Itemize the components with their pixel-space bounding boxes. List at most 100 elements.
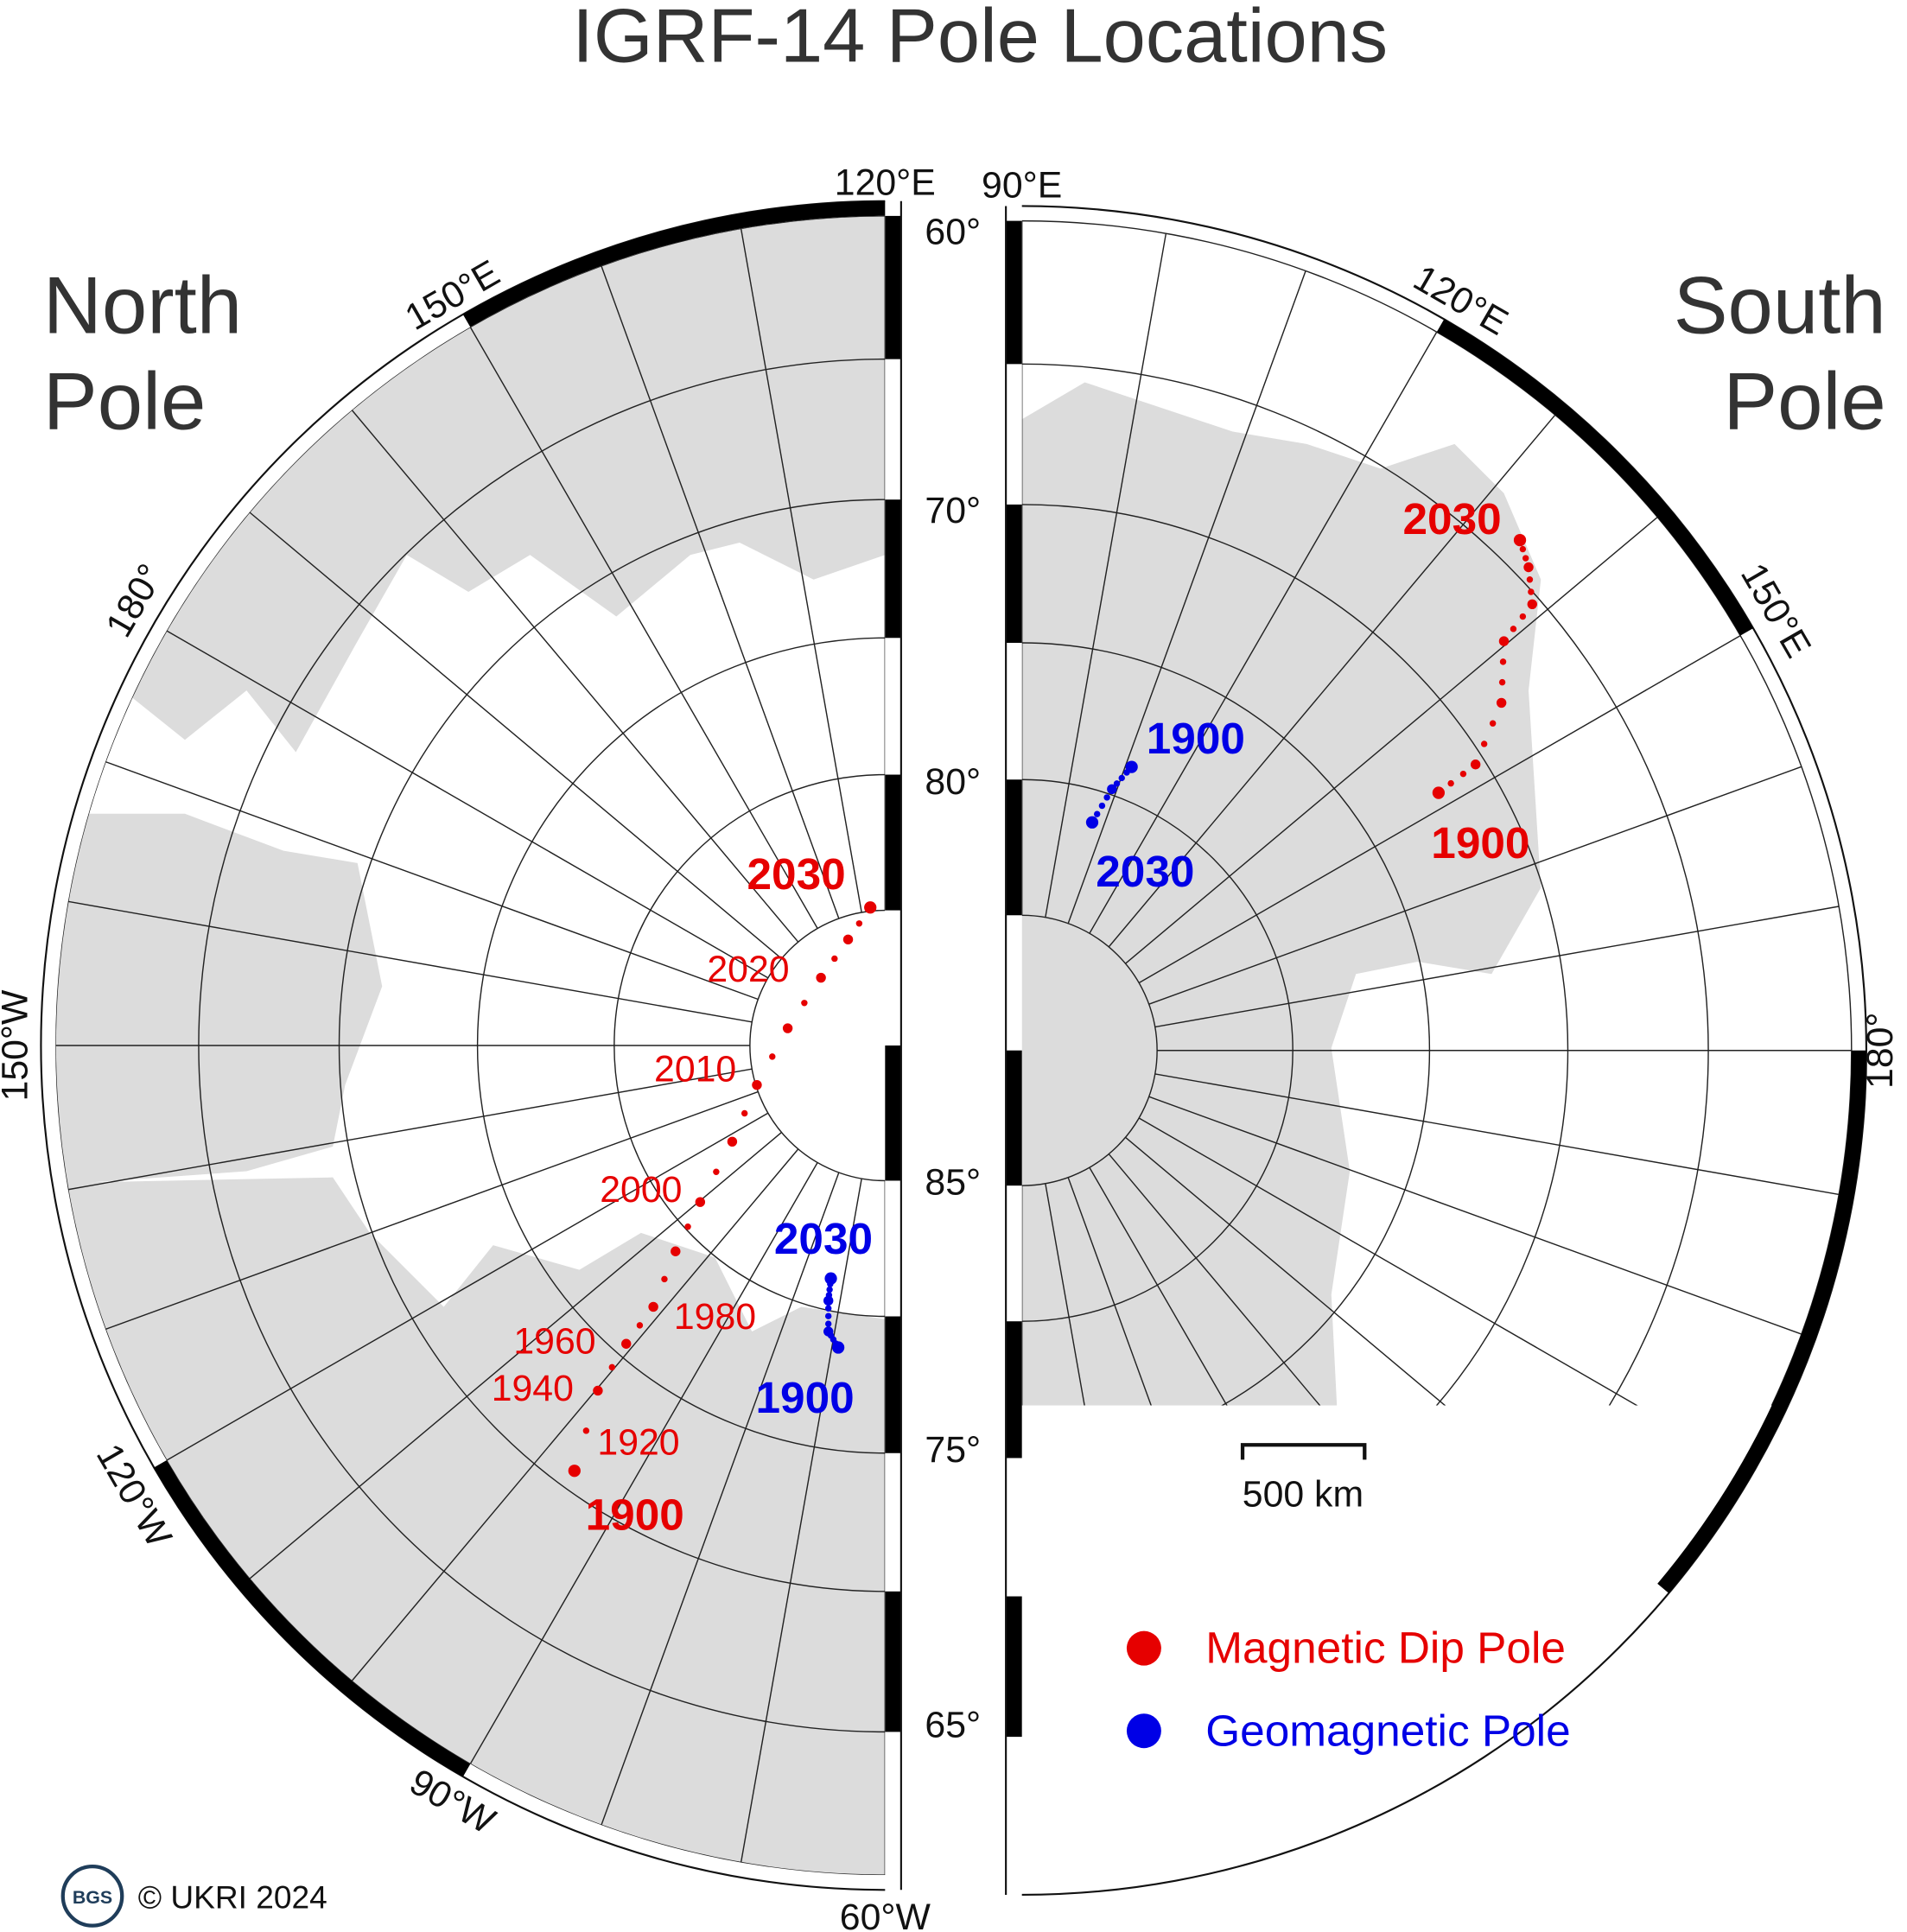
- longitude-label: 180°: [98, 557, 172, 645]
- year-label: 1900: [1431, 818, 1529, 867]
- pole-position: [1489, 720, 1497, 727]
- frame-band: [1436, 319, 1753, 636]
- pole-position: [684, 1223, 691, 1230]
- logo-text: BGS: [73, 1887, 112, 1908]
- frame-band: [885, 499, 901, 639]
- meridian: [1138, 635, 1741, 984]
- pole-position: [782, 1023, 793, 1033]
- pole-position: [1519, 545, 1527, 553]
- pole-position: [1523, 562, 1534, 573]
- pole-position: [823, 1295, 834, 1306]
- meridian: [740, 228, 862, 913]
- meridian: [1089, 331, 1438, 934]
- south-panel: [1005, 205, 1867, 1897]
- pole-position: [824, 1320, 832, 1327]
- pole-position: [1510, 626, 1517, 632]
- meridian: [67, 900, 753, 1023]
- pole-position: [568, 1465, 581, 1478]
- scale-label: 500 km: [1243, 1474, 1364, 1516]
- longitude-label: 150°W: [0, 989, 35, 1101]
- pole-position: [1118, 774, 1125, 782]
- frame-band: [462, 200, 886, 327]
- pole-position: [741, 1109, 748, 1117]
- north-label: North: [43, 259, 242, 350]
- pole-position: [823, 1326, 834, 1337]
- scale-bar: [1240, 1443, 1367, 1460]
- meridian: [67, 1068, 753, 1191]
- latitude-label: 65°: [925, 1704, 981, 1745]
- pole-position: [636, 1322, 644, 1329]
- meridian: [1045, 1183, 1167, 1406]
- year-label: 2030: [1402, 494, 1501, 543]
- longitude-label: 60°W: [840, 1897, 931, 1932]
- pole-position: [1098, 802, 1106, 810]
- frame-band: [1006, 504, 1022, 643]
- pole-position: [1093, 810, 1101, 817]
- south-label: Pole: [1723, 356, 1885, 447]
- legend-marker: [1126, 1630, 1161, 1666]
- pole-cap: [1021, 915, 1158, 1186]
- meridian: [1045, 233, 1167, 918]
- meridian: [1108, 1153, 1556, 1406]
- frame-band: [1006, 1050, 1022, 1186]
- pole-position: [1498, 678, 1506, 686]
- longitude-label: 120°E: [835, 162, 936, 204]
- year-label: 2030: [1096, 847, 1194, 896]
- pole-position: [1459, 770, 1467, 778]
- year-label: 2010: [654, 1048, 736, 1090]
- north-label: Pole: [43, 356, 206, 447]
- pole-position: [1432, 786, 1446, 799]
- frame-band: [885, 1591, 901, 1732]
- south-label: South: [1674, 259, 1886, 350]
- latitude-label: 70°: [925, 490, 981, 531]
- longitude-label: 180°: [1859, 1012, 1901, 1088]
- year-label: 1900: [755, 1373, 854, 1422]
- meridian: [1148, 1096, 1802, 1335]
- year-label: 1900: [586, 1490, 684, 1540]
- frame-band: [885, 1045, 901, 1181]
- pole-position: [713, 1168, 720, 1175]
- pole-position: [801, 1000, 808, 1007]
- frame-band: [1657, 1050, 1866, 1593]
- longitude-label: 150°E: [1732, 556, 1819, 664]
- pole-position: [608, 1363, 616, 1371]
- frame-band: [885, 774, 901, 911]
- legend-marker: [1126, 1713, 1161, 1749]
- pole-position: [824, 1305, 832, 1312]
- year-label: 1960: [513, 1321, 595, 1363]
- pole-position: [1498, 636, 1510, 646]
- legend-label: Magnetic Dip Pole: [1205, 1624, 1566, 1673]
- legend-label: Geomagnetic Pole: [1205, 1706, 1570, 1755]
- frame-band: [885, 215, 901, 359]
- meridian: [1108, 414, 1556, 948]
- meridian: [1089, 1166, 1438, 1406]
- frame-band: [1006, 1321, 1022, 1459]
- longitude-label: 90°E: [982, 164, 1062, 206]
- pole-position: [1125, 760, 1138, 773]
- meridian: [469, 327, 818, 929]
- pole-position: [727, 1136, 738, 1147]
- pole-position: [824, 1312, 832, 1319]
- pole-position: [1103, 794, 1110, 801]
- pole-position: [621, 1338, 632, 1349]
- meridian: [601, 265, 840, 919]
- meridian: [105, 760, 759, 1001]
- pole-position: [1113, 780, 1121, 787]
- meridian: [1125, 1136, 1658, 1406]
- pole-position: [1522, 555, 1529, 562]
- pole-position: [826, 1286, 833, 1293]
- meridian: [1125, 517, 1658, 964]
- meridian: [351, 1148, 799, 1681]
- frame-band: [1006, 220, 1022, 365]
- latitude-label: 80°: [925, 761, 981, 803]
- frame-band: [154, 1460, 471, 1777]
- year-label: 1940: [492, 1368, 574, 1409]
- meridian: [166, 630, 769, 979]
- pole-position: [752, 1079, 762, 1090]
- pole-position: [1527, 599, 1538, 609]
- year-label: 2020: [707, 949, 789, 990]
- pole-position: [671, 1246, 681, 1256]
- meridian: [1154, 906, 1840, 1028]
- pole-position: [1513, 533, 1527, 547]
- pole-position: [831, 955, 838, 963]
